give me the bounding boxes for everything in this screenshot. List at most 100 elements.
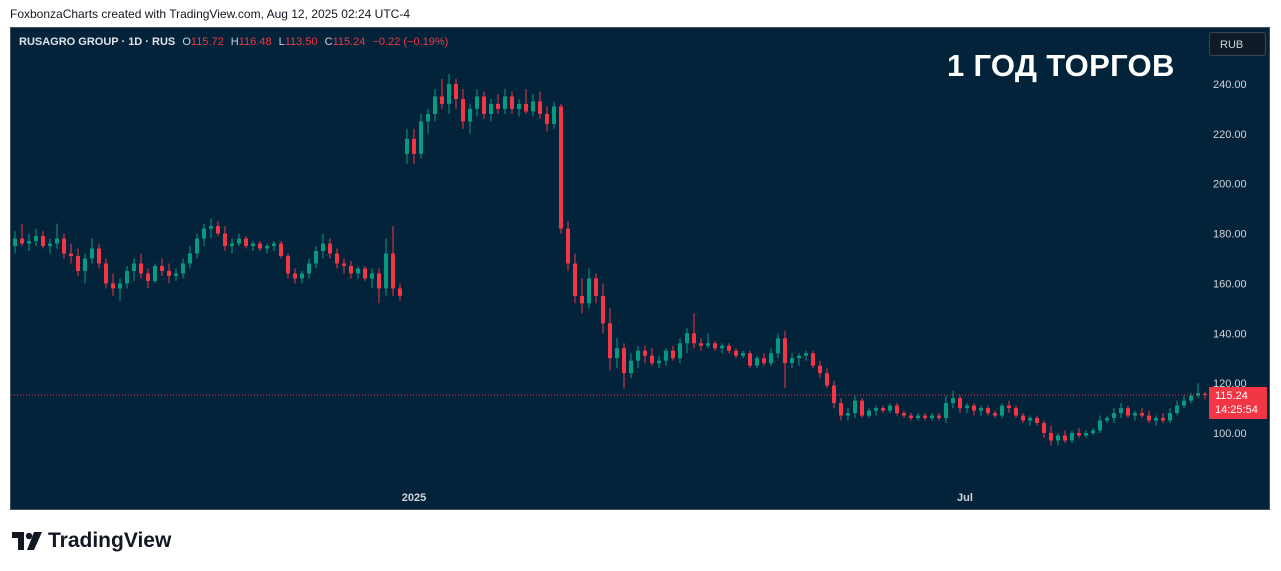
candle[interactable] <box>265 243 269 254</box>
candle[interactable] <box>545 106 549 132</box>
candle[interactable] <box>601 283 605 334</box>
candle[interactable] <box>468 103 472 134</box>
candle[interactable] <box>1000 403 1004 419</box>
candle[interactable] <box>230 238 234 254</box>
candle[interactable] <box>405 128 409 164</box>
symbol-info[interactable]: RUSAGRO GROUP · 1D · RUS <box>19 36 176 48</box>
candle[interactable] <box>650 348 654 366</box>
candle[interactable] <box>608 308 612 371</box>
candle[interactable] <box>748 350 752 369</box>
candle[interactable] <box>328 238 332 259</box>
candle[interactable] <box>615 338 619 369</box>
candle[interactable] <box>160 258 164 276</box>
candle[interactable] <box>671 345 675 361</box>
candle[interactable] <box>1196 383 1200 399</box>
candle[interactable] <box>1161 413 1165 424</box>
candle[interactable] <box>1091 428 1095 436</box>
candle[interactable] <box>1182 395 1186 409</box>
candle[interactable] <box>874 405 878 416</box>
candle[interactable] <box>41 231 45 249</box>
candle[interactable] <box>825 368 829 389</box>
candle[interactable] <box>433 88 437 122</box>
candle[interactable] <box>202 223 206 247</box>
candle[interactable] <box>1112 408 1116 424</box>
candle[interactable] <box>419 113 423 159</box>
candle[interactable] <box>223 226 227 252</box>
candle[interactable] <box>454 79 458 109</box>
candle[interactable] <box>496 93 500 114</box>
candle[interactable] <box>762 353 766 366</box>
candle[interactable] <box>503 88 507 114</box>
candle[interactable] <box>510 91 514 114</box>
candlestick-chart[interactable]: 240.00220.00200.00180.00160.00140.00120.… <box>11 28 1269 509</box>
candle[interactable] <box>1070 430 1074 443</box>
candle[interactable] <box>797 353 801 366</box>
candle[interactable] <box>657 355 661 369</box>
candle[interactable] <box>916 413 920 421</box>
candle[interactable] <box>573 253 577 304</box>
candle[interactable] <box>440 79 444 109</box>
candle[interactable] <box>811 350 815 369</box>
candle[interactable] <box>832 380 836 409</box>
candle[interactable] <box>636 345 640 369</box>
candle[interactable] <box>1049 425 1053 446</box>
candle[interactable] <box>188 246 192 269</box>
candle[interactable] <box>881 405 885 414</box>
candle[interactable] <box>517 98 521 117</box>
candle[interactable] <box>111 273 115 296</box>
currency-button[interactable]: RUB <box>1209 32 1266 56</box>
candle[interactable] <box>139 253 143 279</box>
candle[interactable] <box>482 91 486 119</box>
candle[interactable] <box>734 348 738 359</box>
candle[interactable] <box>986 405 990 416</box>
candle[interactable] <box>55 223 59 249</box>
candle[interactable] <box>685 328 689 354</box>
candle[interactable] <box>839 398 843 421</box>
candle[interactable] <box>692 313 696 349</box>
candle[interactable] <box>384 238 388 296</box>
candle[interactable] <box>1077 428 1081 438</box>
candle[interactable] <box>20 223 24 247</box>
candle[interactable] <box>622 343 626 389</box>
candle[interactable] <box>293 268 297 284</box>
candle[interactable] <box>776 333 780 359</box>
candle[interactable] <box>13 231 17 254</box>
candle[interactable] <box>1056 433 1060 446</box>
candle[interactable] <box>1133 410 1137 421</box>
candle[interactable] <box>461 88 465 129</box>
candle[interactable] <box>629 353 633 379</box>
candle[interactable] <box>335 248 339 269</box>
candle[interactable] <box>1168 408 1172 424</box>
candle[interactable] <box>349 260 353 279</box>
candle[interactable] <box>307 258 311 279</box>
candle[interactable] <box>790 353 794 369</box>
candle[interactable] <box>972 403 976 416</box>
candle[interactable] <box>34 228 38 247</box>
candle[interactable] <box>321 233 325 259</box>
candle[interactable] <box>524 88 528 114</box>
candle[interactable] <box>538 91 542 119</box>
candle[interactable] <box>216 221 220 237</box>
candle[interactable] <box>377 268 381 304</box>
candle[interactable] <box>181 258 185 279</box>
candle[interactable] <box>118 278 122 301</box>
candle[interactable] <box>1175 400 1179 416</box>
candle[interactable] <box>1042 420 1046 438</box>
candle[interactable] <box>146 268 150 289</box>
candle[interactable] <box>1154 415 1158 426</box>
candle[interactable] <box>1028 415 1032 426</box>
candle[interactable] <box>153 263 157 284</box>
candle[interactable] <box>237 233 241 247</box>
candle[interactable] <box>475 88 479 117</box>
candle[interactable] <box>62 233 66 259</box>
candle[interactable] <box>314 246 318 269</box>
candle[interactable] <box>720 343 724 354</box>
candle[interactable] <box>643 345 647 364</box>
candle[interactable] <box>993 410 997 419</box>
candle[interactable] <box>1063 430 1067 443</box>
candle[interactable] <box>363 265 367 281</box>
candle[interactable] <box>965 403 969 414</box>
candle[interactable] <box>706 333 710 349</box>
candle[interactable] <box>895 403 899 416</box>
candle[interactable] <box>279 241 283 259</box>
